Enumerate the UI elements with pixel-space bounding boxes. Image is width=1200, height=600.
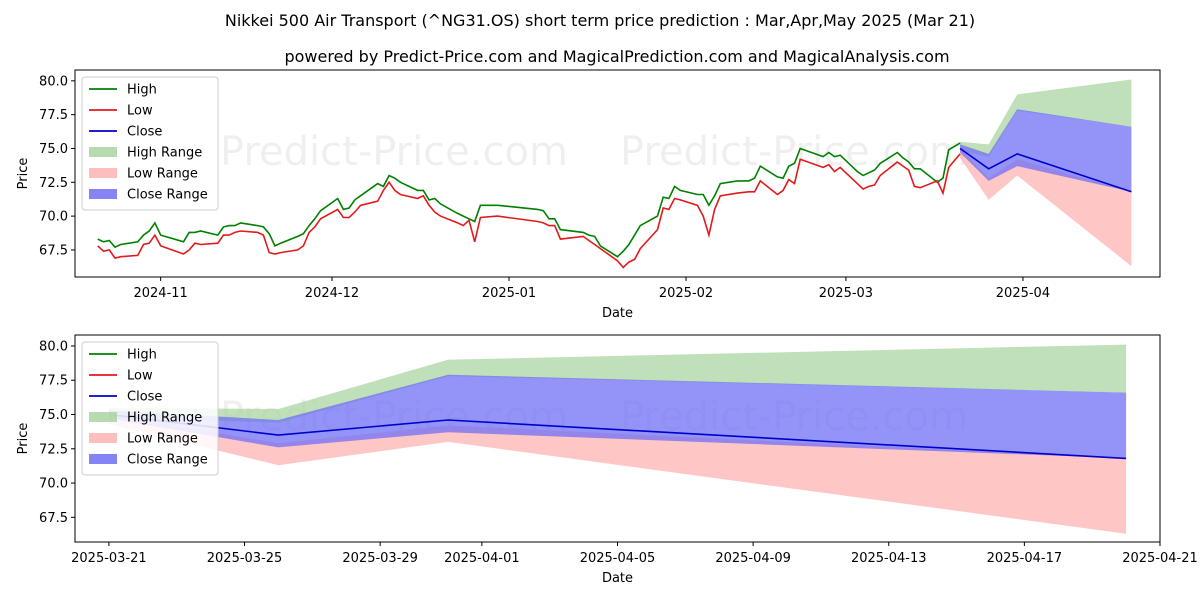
- y-tick-label: 80.0: [39, 74, 68, 89]
- legend-close-range-swatch: [89, 454, 117, 464]
- x-tick-label: 2025-04-17: [987, 551, 1063, 566]
- x-tick-label: 2024-11: [133, 286, 187, 301]
- legend-label: High Range: [127, 411, 202, 426]
- legend-label: High: [127, 83, 157, 98]
- legend-high-range-swatch: [89, 412, 117, 422]
- legend-label: High: [127, 348, 157, 363]
- legend-label: Low Range: [127, 432, 198, 447]
- y-axis-label: Price: [16, 158, 31, 190]
- y-tick-label: 72.5: [39, 442, 68, 457]
- plot-frame: [74, 69, 1161, 278]
- close-range-band: [960, 109, 1132, 192]
- y-tick-label: 67.5: [39, 243, 68, 258]
- x-tick-label: 2025-04-01: [444, 551, 520, 566]
- x-axis-label: Date: [602, 571, 633, 586]
- legend: High Low Close High Range Low Range Close Ran…: [81, 341, 219, 476]
- y-tick-label: 75.0: [39, 408, 68, 423]
- y-tick-label: 70.0: [39, 210, 68, 225]
- chart-subtitle: powered by Predict-Price.com and Magical…: [284, 47, 949, 66]
- y-tick-label: 77.5: [39, 108, 68, 123]
- legend-label: Close Range: [127, 453, 208, 468]
- watermark-text: Predict-Price.com: [220, 129, 568, 175]
- legend-label: Low: [127, 369, 153, 384]
- x-tick-label: 2025-04-09: [715, 551, 791, 566]
- x-tick-label: 2024-12: [305, 286, 359, 301]
- low-range-band: [108, 414, 1127, 534]
- legend-label: Low: [127, 104, 153, 119]
- x-tick-label: 2025-03: [819, 286, 873, 301]
- legend: High Low Close High Range Low Range Close Ran…: [81, 76, 219, 211]
- legend-label: Close Range: [127, 188, 208, 203]
- top-panel: Predict-Price.com Predict-Price.com 67.5 70…: [16, 69, 1161, 321]
- close-range-band: [108, 374, 1127, 459]
- chart-title: Nikkei 500 Air Transport (^NG31.OS) shor…: [225, 11, 975, 30]
- y-tick-label: 75.0: [39, 142, 68, 157]
- legend-low-range-swatch: [89, 433, 117, 443]
- x-tick-label: 2025-03-21: [71, 551, 147, 566]
- x-tick-label: 2025-04-13: [851, 551, 927, 566]
- legend-high-range-swatch: [89, 147, 117, 157]
- y-tick-label: 70.0: [39, 477, 68, 492]
- bottom-panel: Predict-Price.comPredict-Price.com67.570…: [16, 334, 1198, 586]
- low-series-line: [97, 153, 961, 269]
- x-tick-label: 2025-04: [996, 286, 1050, 301]
- y-tick-label: 80.0: [39, 339, 68, 354]
- y-axis-label: Price: [16, 423, 31, 455]
- legend-label: High Range: [127, 146, 202, 161]
- y-tick-label: 77.5: [39, 374, 68, 389]
- watermark-text: Predict-Price.com: [620, 129, 968, 175]
- low-range-band: [960, 148, 1132, 267]
- x-tick-label: 2025-01: [482, 286, 536, 301]
- y-tick-label: 67.5: [39, 511, 68, 526]
- legend-label: Low Range: [127, 167, 198, 182]
- legend-label: Close: [127, 125, 162, 140]
- y-tick-label: 72.5: [39, 176, 68, 191]
- legend-close-range-swatch: [89, 189, 117, 199]
- close-series-line: [959, 147, 1132, 193]
- x-tick-label: 2025-02: [659, 286, 713, 301]
- x-tick-label: 2025-04-21: [1122, 551, 1198, 566]
- high-series-line: [97, 142, 961, 258]
- x-tick-label: 2025-03-25: [207, 551, 283, 566]
- x-tick-label: 2025-03-29: [342, 551, 418, 566]
- high-range-band: [960, 79, 1132, 157]
- plot-content: [97, 79, 1132, 269]
- legend-label: Close: [127, 390, 162, 405]
- high-range-band: [108, 344, 1127, 423]
- x-axis-label: Date: [602, 306, 633, 321]
- legend-low-range-swatch: [89, 168, 117, 178]
- x-tick-label: 2025-04-05: [580, 551, 656, 566]
